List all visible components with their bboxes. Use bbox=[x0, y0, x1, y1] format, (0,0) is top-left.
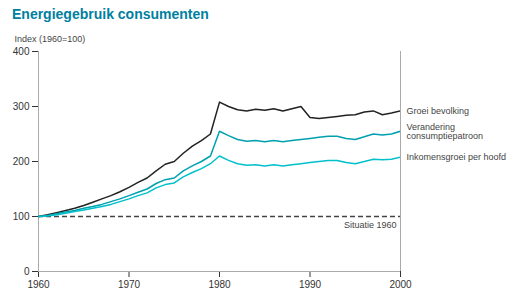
html-text:Energiegebruik consumenten: Energiegebruik consumenten bbox=[12, 6, 209, 22]
svg-text:Veranderingconsumptiepatroon: Veranderingconsumptiepatroon bbox=[407, 122, 484, 141]
svg-text:100: 100 bbox=[13, 211, 30, 222]
svg-text:1990: 1990 bbox=[299, 279, 322, 290]
svg-text:1960: 1960 bbox=[27, 279, 50, 290]
svg-text:0: 0 bbox=[24, 266, 30, 277]
svg-text:Situatie 1960: Situatie 1960 bbox=[344, 220, 397, 230]
svg-text:300: 300 bbox=[13, 101, 30, 112]
svg-text:Inkomensgroei per hoofd: Inkomensgroei per hoofd bbox=[407, 152, 507, 162]
svg-text:1980: 1980 bbox=[208, 279, 231, 290]
svg-text:400: 400 bbox=[13, 46, 30, 57]
svg-text:200: 200 bbox=[13, 156, 30, 167]
svg-text:Index (1960=100): Index (1960=100) bbox=[15, 34, 86, 44]
svg-text:1970: 1970 bbox=[118, 279, 141, 290]
svg-text:2000: 2000 bbox=[389, 279, 412, 290]
svg-text:Groei bevolking: Groei bevolking bbox=[407, 106, 470, 116]
